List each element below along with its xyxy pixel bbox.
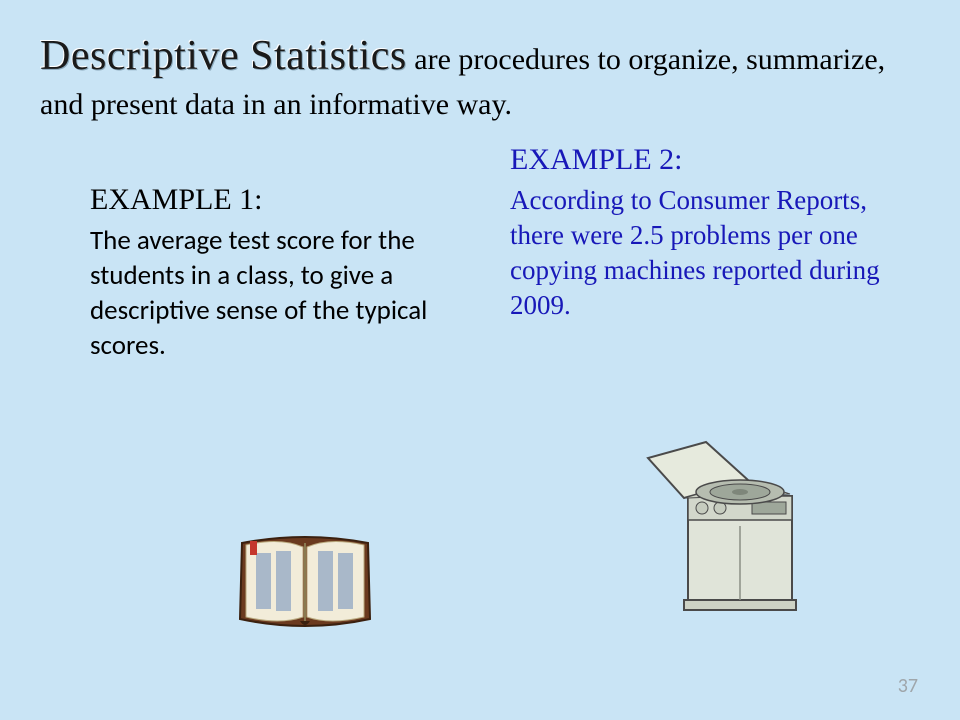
slide: Descriptive Statistics are procedures to… bbox=[0, 0, 960, 720]
open-book-icon bbox=[230, 525, 380, 640]
columns: EXAMPLE 1: The average test score for th… bbox=[40, 143, 920, 363]
title-term: Descriptive Statistics bbox=[40, 33, 407, 79]
copier-machine-icon bbox=[640, 440, 820, 625]
example-2: EXAMPLE 2: According to Consumer Reports… bbox=[510, 143, 920, 363]
example-1: EXAMPLE 1: The average test score for th… bbox=[40, 143, 470, 363]
example-2-body: According to Consumer Reports, there wer… bbox=[510, 183, 920, 323]
example-1-label: EXAMPLE 1: bbox=[90, 183, 470, 217]
example-2-label: EXAMPLE 2: bbox=[510, 143, 920, 177]
heading-block: Descriptive Statistics are procedures to… bbox=[40, 28, 920, 125]
page-number: 37 bbox=[898, 674, 918, 698]
example-1-body: The average test score for the students … bbox=[90, 223, 470, 363]
